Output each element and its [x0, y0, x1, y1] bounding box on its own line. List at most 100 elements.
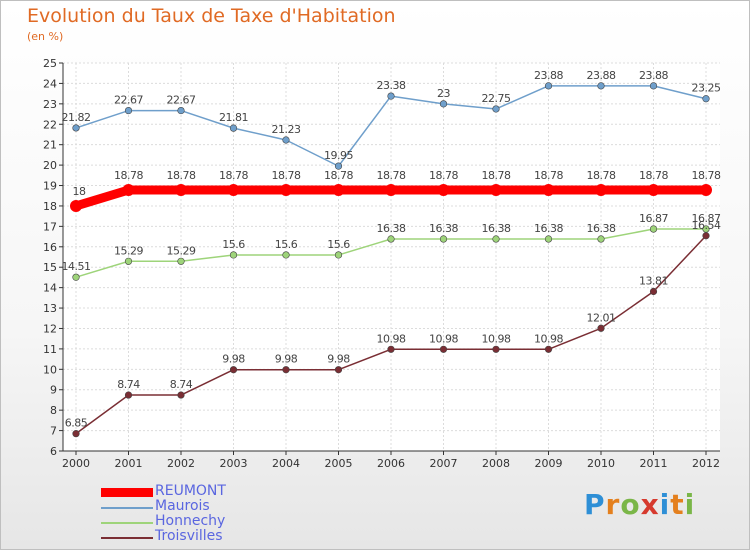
data-point [649, 82, 658, 90]
data-point [72, 430, 80, 438]
data-label: 23.88 [587, 69, 616, 82]
data-label: 16.38 [587, 222, 616, 235]
data-label: 10.98 [377, 332, 406, 345]
data-point [124, 391, 133, 399]
data-point [492, 105, 500, 113]
data-point [647, 184, 660, 197]
data-point [490, 184, 502, 197]
y-tick-label: 20 [43, 159, 57, 172]
data-point [280, 184, 292, 197]
data-point [124, 257, 133, 265]
data-point [544, 235, 553, 243]
legend-swatch [101, 488, 153, 497]
logo-letter: x [640, 488, 660, 521]
data-label: 18.78 [639, 169, 668, 182]
data-point [492, 345, 500, 353]
proxiti-logo: Proxiti [584, 488, 695, 521]
y-tick-label: 14 [43, 282, 57, 295]
data-point [387, 92, 395, 100]
data-point [175, 184, 187, 197]
x-tick-label: 2005 [325, 457, 353, 470]
chart-subtitle: (en %) [27, 30, 64, 43]
data-point [72, 124, 80, 132]
data-label: 16.38 [377, 222, 406, 235]
data-label: 14.51 [62, 260, 91, 273]
y-tick-label: 19 [43, 180, 57, 193]
legend-label: Troisvilles [155, 528, 223, 544]
y-tick-label: 12 [43, 322, 57, 335]
logo-letter: i [684, 488, 696, 521]
x-tick-label: 2001 [115, 457, 143, 470]
legend-item-troisvilles: Troisvilles [101, 528, 301, 545]
data-point [332, 184, 345, 197]
x-tick-label: 2012 [692, 457, 720, 470]
data-point [122, 184, 135, 197]
data-label: 18.78 [587, 169, 616, 182]
data-label: 18.78 [167, 169, 196, 182]
data-point [387, 345, 395, 353]
legend: REUMONT Maurois Honnechy Troisvilles [101, 483, 301, 545]
data-point [649, 225, 658, 233]
data-point [282, 366, 290, 374]
data-point [597, 82, 605, 90]
x-tick-label: 2009 [535, 457, 563, 470]
legend-item-maurois: Maurois [101, 498, 301, 515]
x-tick-label: 2002 [167, 457, 195, 470]
data-point [700, 184, 712, 197]
data-label: 22.67 [167, 94, 196, 107]
data-point [649, 287, 658, 296]
logo-letter: o [620, 488, 641, 521]
x-tick-label: 2006 [377, 457, 405, 470]
data-label: 6.85 [65, 417, 88, 430]
data-label: 16.38 [482, 222, 511, 235]
data-label: 15.6 [327, 238, 350, 251]
x-tick-label: 2008 [482, 457, 510, 470]
data-label: 22.75 [482, 92, 511, 105]
data-point [544, 345, 553, 353]
x-tick-label: 2007 [430, 457, 458, 470]
data-point [229, 366, 238, 374]
data-label: 13.81 [639, 275, 668, 288]
data-label: 10.98 [534, 332, 563, 345]
y-tick-label: 7 [50, 425, 57, 438]
data-label: 23.25 [692, 82, 721, 95]
y-tick-label: 11 [43, 343, 57, 356]
data-label: 18.78 [692, 169, 721, 182]
data-label: 23.88 [534, 69, 563, 82]
data-label: 16.87 [692, 212, 721, 225]
data-label: 15.6 [275, 238, 298, 251]
y-tick-label: 9 [50, 384, 57, 397]
legend-item-honnechy: Honnechy [101, 513, 301, 530]
data-label: 18.78 [219, 169, 248, 182]
data-label: 12.01 [587, 311, 616, 324]
y-tick-label: 15 [43, 261, 57, 274]
data-label: 16.38 [534, 222, 563, 235]
data-point [439, 235, 448, 243]
y-tick-label: 24 [43, 77, 57, 90]
data-label: 10.98 [482, 332, 511, 345]
y-tick-label: 10 [43, 363, 57, 376]
y-tick-label: 25 [43, 57, 57, 70]
data-label: 19.95 [324, 149, 353, 162]
data-label: 18.78 [377, 169, 406, 182]
data-point [544, 82, 553, 90]
legend-swatch [101, 507, 153, 509]
data-label: 18.78 [534, 169, 563, 182]
y-tick-label: 23 [43, 98, 57, 111]
data-label: 21.81 [219, 111, 248, 124]
y-tick-label: 13 [43, 302, 57, 315]
data-label: 10.98 [429, 332, 458, 345]
data-label: 15.29 [167, 244, 196, 257]
data-label: 16.87 [639, 212, 668, 225]
y-tick-label: 18 [43, 200, 57, 213]
x-tick-label: 2003 [220, 457, 248, 470]
data-label: 8.74 [117, 378, 140, 391]
data-point [70, 199, 82, 212]
chart-title: Evolution du Taux de Taxe d'Habitation [27, 5, 396, 27]
data-point [177, 257, 185, 265]
x-tick-label: 2010 [587, 457, 615, 470]
legend-label: Maurois [155, 498, 210, 514]
data-label: 18 [73, 185, 86, 198]
data-point [282, 136, 290, 144]
